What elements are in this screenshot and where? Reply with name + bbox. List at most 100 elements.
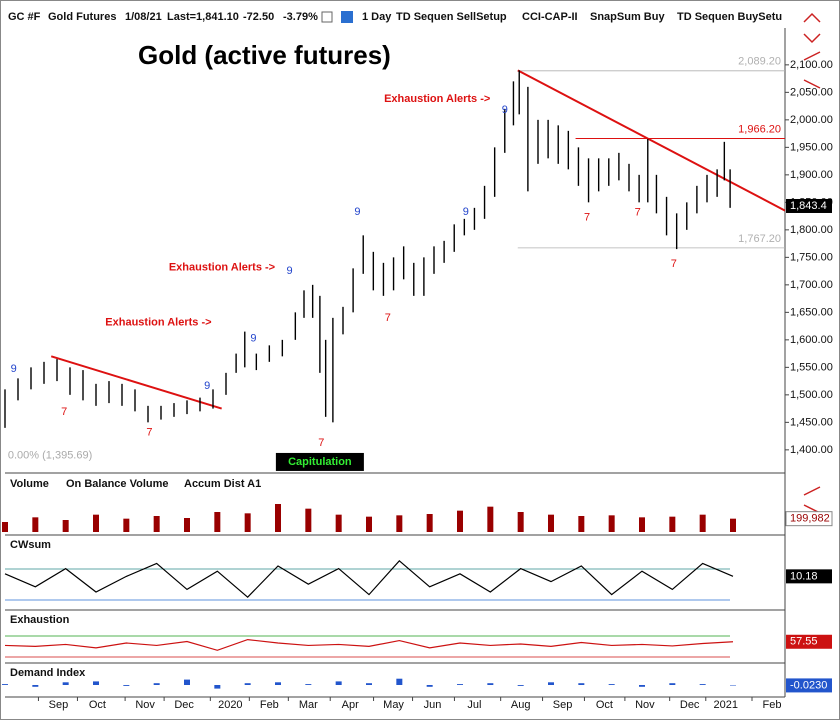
panel-bar [699, 684, 706, 685]
y-tick-label: 1,400.00 [790, 444, 833, 456]
panel-bar [487, 683, 494, 685]
x-tick-label: Dec [680, 699, 700, 711]
panel-title: On Balance Volume [66, 478, 169, 490]
panel-bar [123, 518, 130, 532]
panel-bar [639, 517, 645, 532]
last-value-box [785, 511, 833, 527]
panel-bar [62, 520, 69, 532]
annotation: Exhaustion Alerts -> [384, 93, 490, 105]
panel-title: Demand Index [10, 667, 86, 679]
panel-bar [335, 514, 342, 532]
last-price-label: 1,843.4 [790, 200, 827, 212]
panel-bar [730, 518, 736, 532]
td-count: 7 [584, 212, 590, 224]
panel-bar [548, 514, 554, 532]
y-tick-label: 2,000.00 [790, 114, 833, 126]
x-tick-label: Nov [635, 699, 655, 711]
panel-bar [457, 684, 463, 685]
td-count: 7 [61, 406, 67, 418]
panel-bar [426, 514, 433, 532]
panel-bar [396, 678, 403, 685]
annotation: Exhaustion Alerts -> [105, 317, 211, 329]
chart-title: Gold (active futures) [138, 40, 391, 70]
td-count: 7 [671, 258, 677, 270]
panel-bar [32, 685, 39, 687]
panel-title: Accum Dist A1 [184, 478, 261, 490]
panel-bar [669, 683, 676, 685]
panel-bar [305, 508, 312, 532]
panel-bar [184, 518, 190, 532]
td-count: 9 [250, 333, 256, 345]
panel-bar [669, 516, 676, 532]
panel-bar [578, 516, 585, 532]
last-value-box [786, 678, 832, 693]
x-tick-label: Aug [511, 699, 531, 711]
header-item: SnapSum Buy [590, 11, 665, 23]
panel-bar [244, 513, 251, 532]
panel-title: Exhaustion [10, 614, 70, 626]
panel-bar [335, 681, 342, 685]
panel-bar [2, 522, 8, 532]
y-tick-label: 2,100.00 [790, 59, 833, 71]
x-tick-label: Nov [135, 699, 155, 711]
panel-bar [699, 514, 706, 532]
y-tick-label: 1,450.00 [790, 416, 833, 428]
y-tick-label: 1,700.00 [790, 279, 833, 291]
panel-title: Volume [10, 478, 49, 490]
y-tick-label: 1,750.00 [790, 251, 833, 263]
td-count: 7 [635, 207, 641, 219]
panel-bar [214, 685, 221, 689]
fib-label: 0.00% (1,395.69) [8, 449, 92, 461]
y-tick-label: 1,600.00 [790, 334, 833, 346]
header-item: 1/08/21 [125, 11, 162, 23]
panel-bar [578, 683, 585, 685]
trendline [50, 355, 222, 410]
x-tick-label: Jul [467, 699, 481, 711]
td-count: 9 [286, 265, 292, 277]
panel-bar [32, 517, 39, 532]
dropdown-icon[interactable] [321, 11, 333, 23]
panel-bar [153, 516, 160, 532]
zoom-icon[interactable] [803, 12, 821, 44]
panel-bar [305, 684, 312, 685]
td-count: 9 [463, 206, 469, 218]
header-item: CCI-CAP-II [522, 11, 578, 23]
panel-line [4, 559, 734, 599]
td-count: 9 [502, 104, 508, 116]
x-tick-label: Feb [763, 699, 782, 711]
panel-bar [93, 514, 99, 532]
panel-bar [366, 683, 372, 685]
x-tick-label: 2021 [714, 699, 738, 711]
x-tick-label: Oct [596, 699, 613, 711]
x-tick-label: Oct [89, 699, 106, 711]
panel-bar [244, 683, 251, 685]
y-tick-label: 2,050.00 [790, 86, 833, 98]
panel-bar [275, 504, 281, 532]
last-value-box [786, 634, 832, 649]
x-tick-label: Sep [553, 699, 573, 711]
panel-bar [153, 683, 160, 685]
last-value-label: -0.0230 [790, 679, 827, 691]
panel-bar [123, 685, 130, 686]
header-item: -72.50 [243, 11, 274, 23]
panel-bar [93, 681, 99, 685]
panel-bar [2, 684, 8, 685]
toolbar [321, 11, 821, 514]
level-label: 2,089.20 [738, 56, 781, 68]
x-tick-label: May [383, 699, 404, 711]
interval-icon[interactable] [341, 11, 353, 23]
td-count: 7 [146, 427, 152, 439]
header-item: 1 Day [362, 11, 392, 23]
header-item: GC #F [8, 11, 41, 23]
td-count: 9 [204, 380, 210, 392]
panel-bar [548, 682, 554, 685]
y-tick-label: 1,900.00 [790, 169, 833, 181]
capitulation-label: Capitulation [288, 456, 352, 468]
panel-bar [396, 515, 403, 532]
scale-icon[interactable] [803, 51, 821, 89]
last-price-box [786, 198, 832, 213]
panel-bar [275, 682, 281, 685]
last-value-label: 57.55 [790, 636, 818, 648]
td-count: 7 [318, 437, 324, 449]
